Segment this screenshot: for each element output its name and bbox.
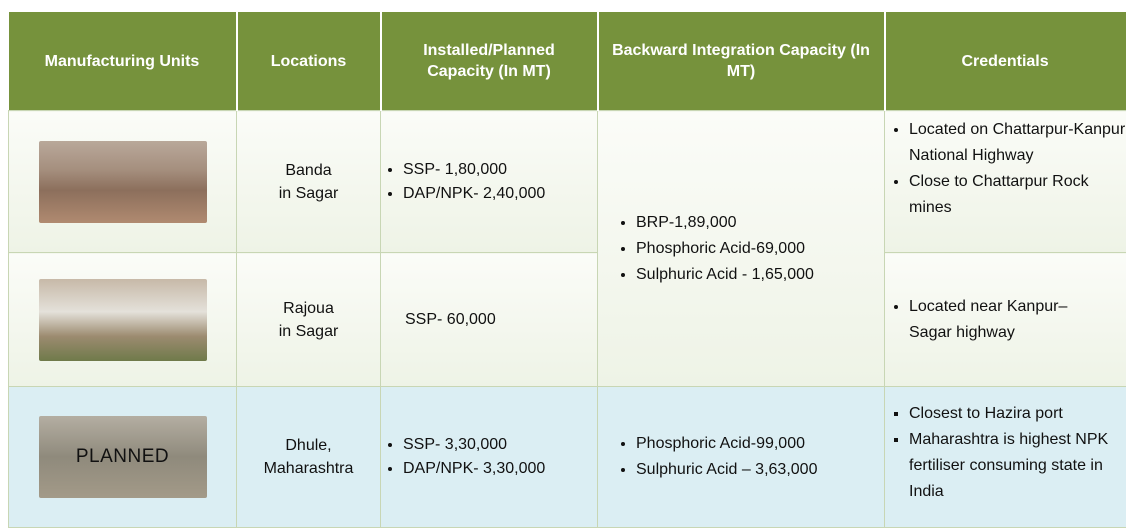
credentials-cell: Located on Chattarpur-Kanpur National Hi… bbox=[884, 110, 1126, 253]
capacity-item: SSP- 3,30,000 bbox=[403, 433, 597, 457]
location-cell: Rajoua in Sagar bbox=[236, 252, 381, 387]
header-cell: Manufacturing Units bbox=[8, 12, 238, 111]
credential-item: Located on Chattarpur-Kanpur National Hi… bbox=[909, 117, 1126, 169]
capacity-item: DAP/NPK- 2,40,000 bbox=[403, 182, 597, 206]
capacity-item: SSP- 60,000 bbox=[405, 310, 496, 328]
header-cell: Credentials bbox=[884, 12, 1126, 111]
location-line: in Sagar bbox=[278, 184, 339, 202]
capacity-list: SSP- 1,80,000DAP/NPK- 2,40,000 bbox=[381, 158, 597, 206]
units-table: Manufacturing Units Locations Installed/… bbox=[8, 12, 1126, 528]
capacity-cell: SSP- 1,80,000DAP/NPK- 2,40,000 bbox=[380, 110, 598, 253]
row: Banda in Sagar SSP- 1,80,000DAP/NPK- 2,40… bbox=[8, 110, 1126, 387]
credential-item: Closest to Hazira port bbox=[909, 401, 1126, 427]
location-line: Rajoua bbox=[283, 299, 334, 317]
credentials-cell: Located near Kanpur–Sagar highway bbox=[884, 252, 1126, 387]
header-cell: Locations bbox=[236, 12, 382, 111]
header-row: Manufacturing Units Locations Installed/… bbox=[8, 12, 1126, 111]
image-cell bbox=[8, 252, 237, 387]
location-cell: Dhule, Maharashtra bbox=[236, 386, 381, 528]
location-line: Banda bbox=[285, 161, 332, 179]
backward-item: Phosphoric Acid-99,000 bbox=[636, 431, 884, 457]
site-photo bbox=[38, 278, 207, 361]
header-cell: Installed/Planned Capacity (In MT) bbox=[380, 12, 599, 111]
credential-item: Close to Chattarpur Rock mines bbox=[909, 169, 1126, 221]
image-label: PLANNED bbox=[75, 446, 170, 467]
location-cell: Banda in Sagar bbox=[236, 110, 381, 253]
capacity-item: DAP/NPK- 3,30,000 bbox=[403, 457, 597, 481]
backward-item: Sulphuric Acid – 3,63,000 bbox=[636, 457, 884, 483]
backward-list: Phosphoric Acid-99,000Sulphuric Acid – 3… bbox=[598, 431, 884, 483]
credentials-list: Located on Chattarpur-Kanpur National Hi… bbox=[885, 111, 1126, 221]
table-container: Manufacturing Units Locations Installed/… bbox=[8, 12, 1126, 529]
backward-cell: Phosphoric Acid-99,000Sulphuric Acid – 3… bbox=[597, 386, 885, 528]
credential-item: Located near Kanpur–Sagar highway bbox=[909, 294, 1109, 346]
image-cell: PLANNED bbox=[8, 386, 237, 528]
capacity-cell: SSP- 60,000 bbox=[380, 252, 598, 387]
capacity-cell: SSP- 3,30,000DAP/NPK- 3,30,000 bbox=[380, 386, 598, 528]
site-photo bbox=[38, 140, 207, 223]
backward-item: Phosphoric Acid-69,000 bbox=[636, 236, 884, 262]
capacity-list: SSP- 3,30,000DAP/NPK- 3,30,000 bbox=[381, 433, 597, 481]
image-cell bbox=[8, 110, 237, 253]
row: PLANNED Dhule,Maharashtra SSP- 3,30,000D… bbox=[8, 386, 1126, 528]
credentials-cell: Closest to Hazira portMaharashtra is hig… bbox=[884, 386, 1126, 528]
backward-item: BRP-1,89,000 bbox=[636, 210, 884, 236]
location-line: Maharashtra bbox=[263, 460, 354, 477]
capacity-item: SSP- 1,80,000 bbox=[403, 158, 597, 182]
credential-item: Maharashtra is highest NPK fertiliser co… bbox=[909, 427, 1126, 505]
header-cell: Backward Integration Capacity (In MT) bbox=[597, 12, 886, 111]
credentials-list: Closest to Hazira portMaharashtra is hig… bbox=[885, 387, 1126, 505]
site-photo: PLANNED bbox=[38, 416, 207, 498]
backward-list: BRP-1,89,000Phosphoric Acid-69,000Sulphu… bbox=[598, 210, 884, 288]
location-line: in Sagar bbox=[278, 322, 339, 340]
row: Rajoua in Sagar SSP- 60,000 Located near … bbox=[8, 252, 1126, 387]
location-line: Dhule, bbox=[285, 437, 332, 454]
backward-item: Sulphuric Acid - 1,65,000 bbox=[636, 262, 884, 288]
credentials-list: Located near Kanpur–Sagar highway bbox=[885, 294, 1109, 346]
backward-cell: BRP-1,89,000Phosphoric Acid-69,000Sulphu… bbox=[597, 110, 885, 387]
